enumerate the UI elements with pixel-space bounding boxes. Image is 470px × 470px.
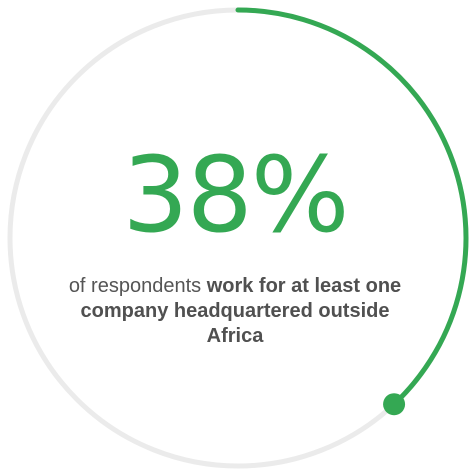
progress-end-dot: [383, 393, 406, 416]
percentage-value: 38%: [122, 134, 349, 256]
progress-arc: [235, 7, 469, 407]
caption-bold-text: work for at least one company headquarte…: [80, 275, 402, 347]
caption-plain-text: of respondents: [68, 275, 207, 297]
stat-caption: of respondents work for at least one com…: [60, 274, 410, 349]
